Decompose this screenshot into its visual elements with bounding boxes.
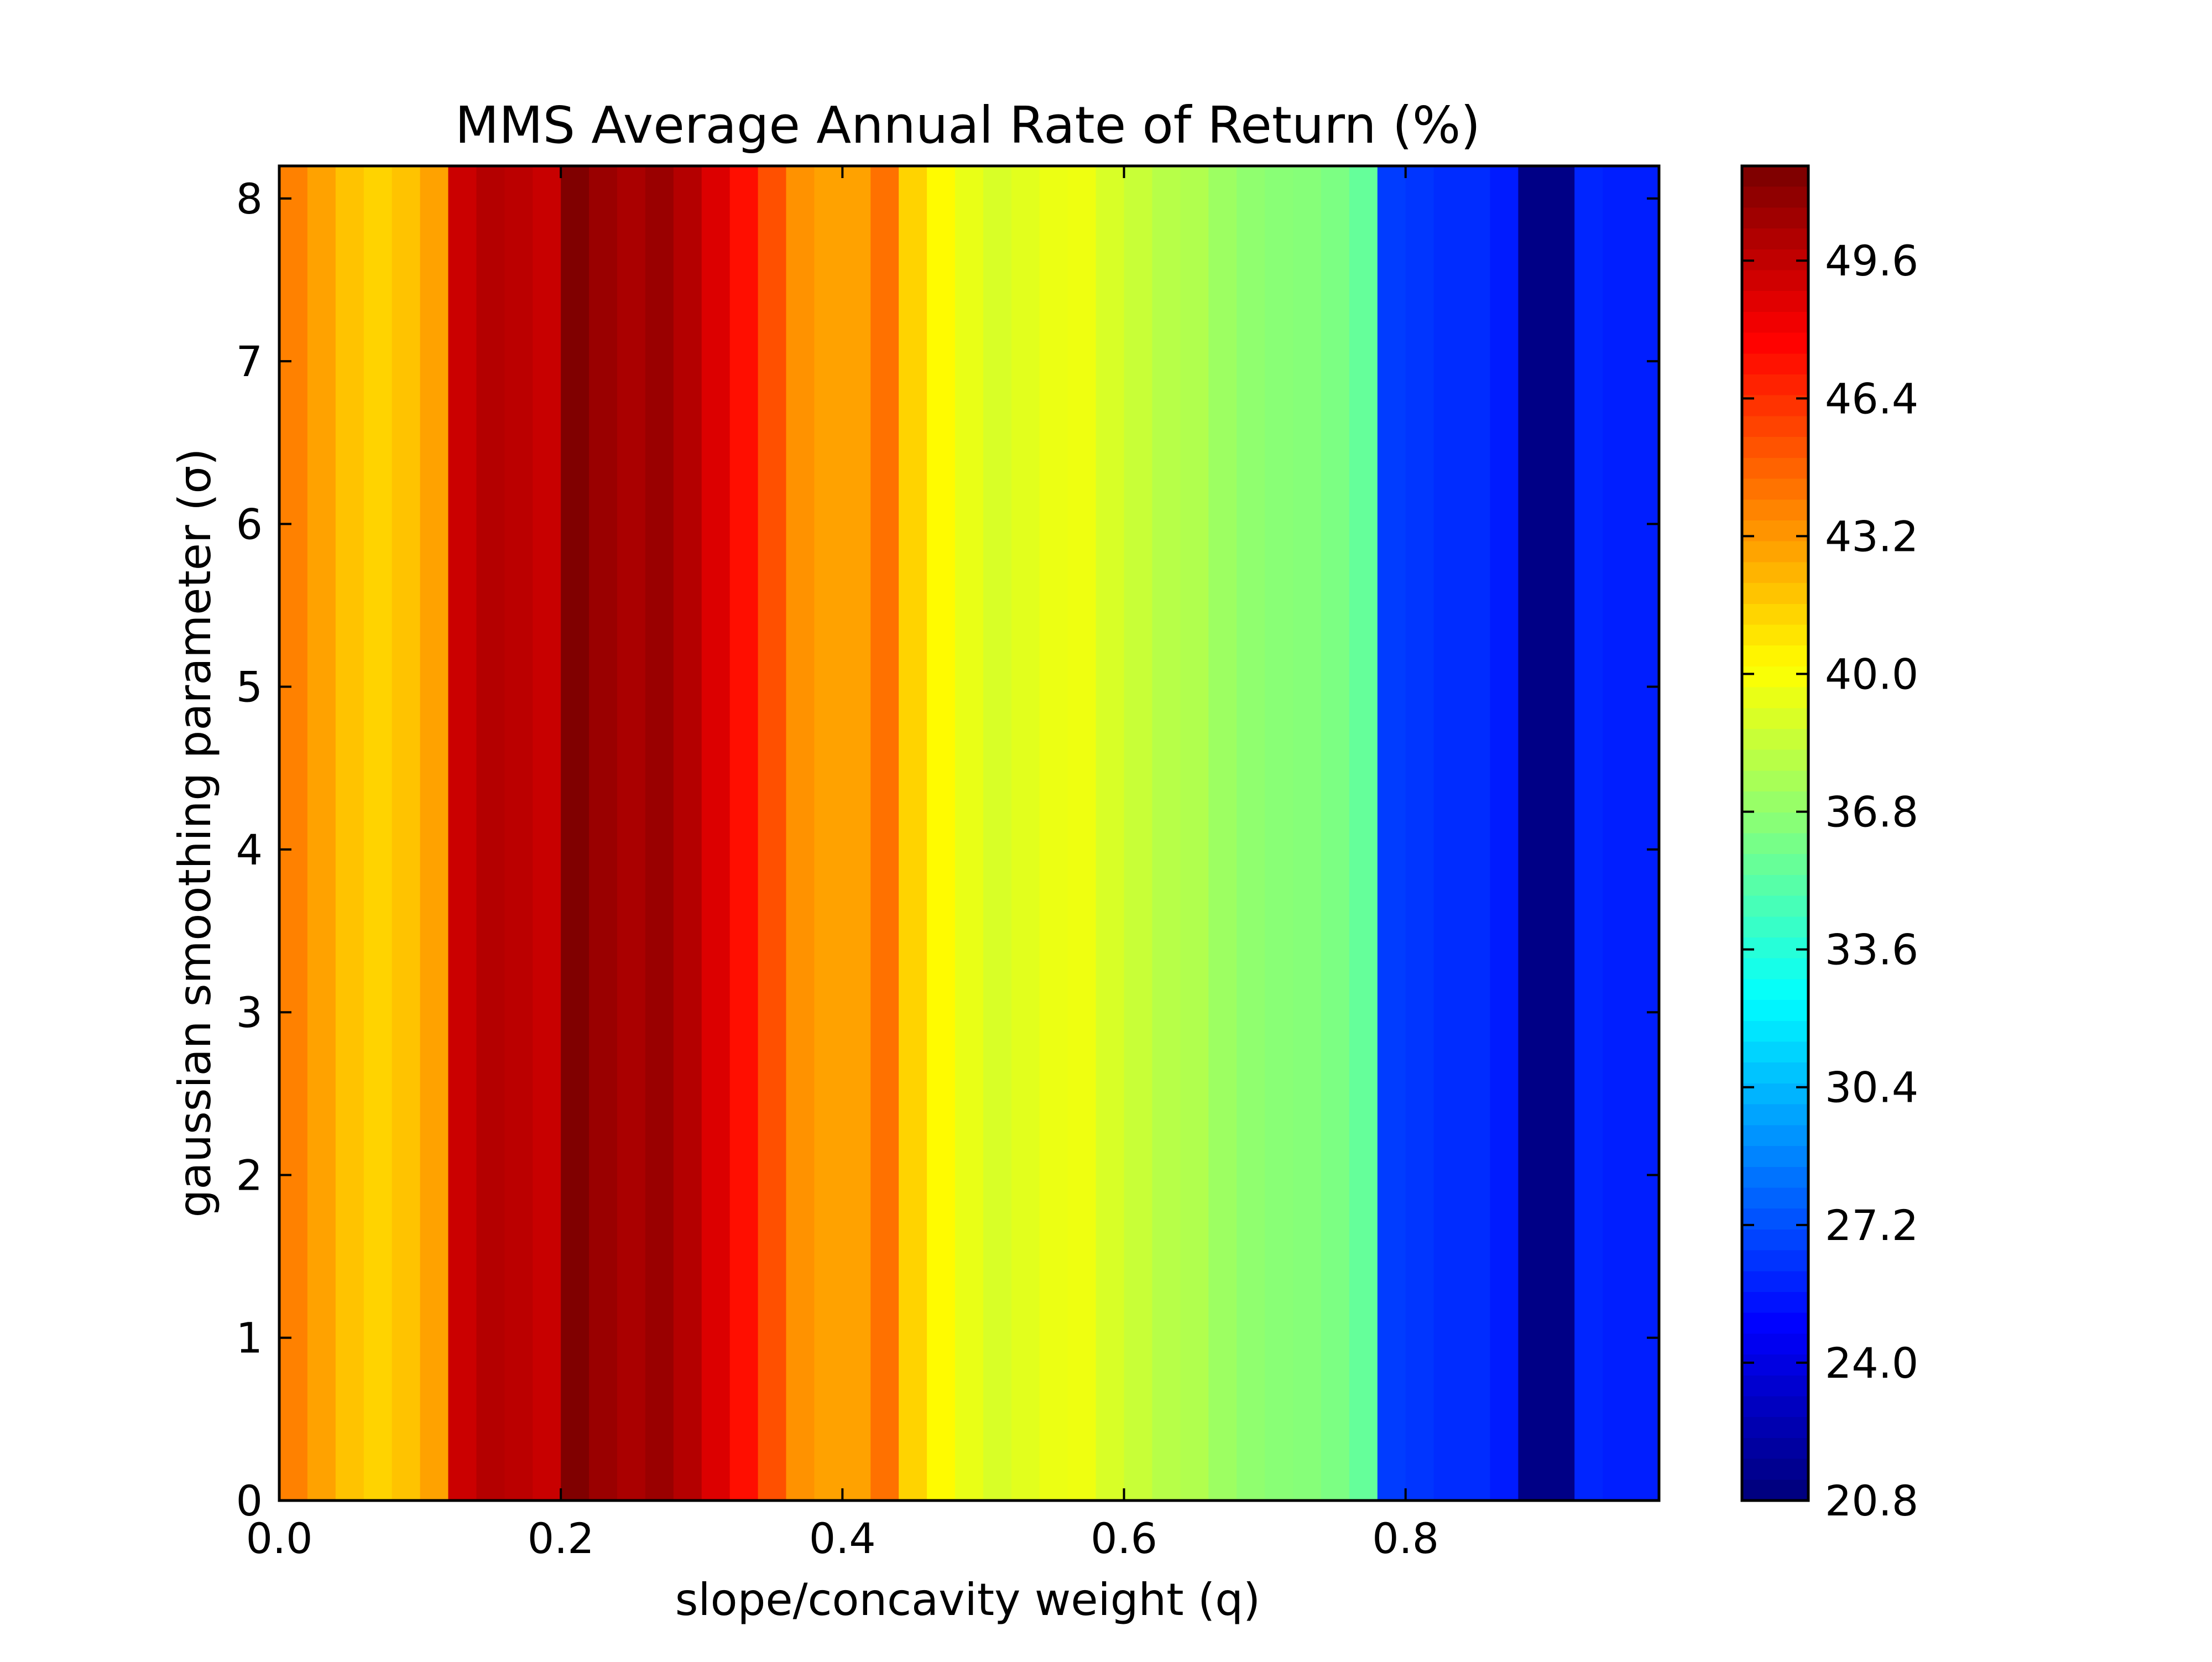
heatmap-cell — [561, 166, 590, 1501]
colorbar-tick-label: 24.0 — [1825, 1338, 1918, 1388]
colorbar-tick-label: 33.6 — [1825, 925, 1918, 975]
heatmap-cell — [729, 166, 759, 1501]
heatmap-cell — [533, 166, 562, 1501]
heatmap-cell — [814, 166, 843, 1501]
heatmap-cell — [617, 166, 646, 1501]
heatmap-cell — [1462, 166, 1491, 1501]
y-tick-label: 6 — [236, 499, 263, 549]
heatmap-cell — [1208, 166, 1238, 1501]
colorbar-tick-label: 20.8 — [1825, 1476, 1918, 1525]
heatmap-cell — [1237, 166, 1266, 1501]
heatmap-cell — [955, 166, 984, 1501]
heatmap-cell — [1293, 166, 1322, 1501]
heatmap-cell — [1095, 166, 1125, 1501]
heatmap-cell — [476, 166, 505, 1501]
colorbar — [1740, 164, 1810, 1502]
y-tick-label: 3 — [236, 988, 263, 1037]
heatmap-cell — [1574, 166, 1604, 1501]
heatmap-cell — [1546, 166, 1575, 1501]
x-axis-label: slope/concavity weight (q) — [675, 1574, 1261, 1625]
y-axis-label: gaussian smoothing parameter (σ) — [169, 449, 221, 1218]
colorbar-tick-label: 43.2 — [1825, 512, 1918, 561]
x-tick-label: 0.2 — [528, 1514, 594, 1563]
heatmap-cell — [1039, 166, 1068, 1501]
y-tick-label: 0 — [236, 1476, 263, 1525]
heatmap-cell — [1067, 166, 1097, 1501]
heatmap-cell — [1321, 166, 1350, 1501]
heatmap-cell — [1433, 166, 1463, 1501]
heatmap-cell — [673, 166, 702, 1501]
heatmap-cell — [1631, 166, 1659, 1501]
colorbar-ticks: 20.8 24.0 27.2 30.4 33.6 36.8 40.0 43.2 46.4 49.6 — [1742, 236, 1918, 1525]
heatmap-cell — [504, 166, 534, 1501]
colorbar-tick-label: 27.2 — [1825, 1201, 1918, 1250]
heatmap-cell — [842, 166, 872, 1501]
heatmap-cell — [1180, 166, 1209, 1501]
heatmap-cells — [279, 166, 1659, 1501]
heatmap-cell — [420, 166, 449, 1501]
heatmap-cell — [701, 166, 731, 1501]
colorbar-tick-label: 36.8 — [1825, 788, 1918, 837]
heatmap-cell — [786, 166, 815, 1501]
colorbar-tick-label: 30.4 — [1825, 1063, 1918, 1112]
heatmap-cell — [1152, 166, 1181, 1501]
heatmap-cell — [589, 166, 618, 1501]
y-axis: 0 1 2 3 4 5 6 7 8 — [236, 174, 1659, 1525]
heatmap-cell — [307, 166, 336, 1501]
heatmap-cell — [1011, 166, 1040, 1501]
heatmap-cell — [335, 166, 364, 1501]
heatmap-cell — [448, 166, 477, 1501]
heatmap-cell — [927, 166, 956, 1501]
heatmap-cell — [1405, 166, 1434, 1501]
y-tick-label: 5 — [236, 663, 263, 712]
heatmap-cell — [1377, 166, 1406, 1501]
heatmap-cell — [392, 166, 421, 1501]
heatmap-cell — [1265, 166, 1294, 1501]
y-tick-label: 2 — [236, 1150, 263, 1200]
x-tick-label: 0.4 — [809, 1514, 876, 1563]
heatmap-cell — [1603, 166, 1632, 1501]
heatmap-cell — [899, 166, 928, 1501]
y-tick-label: 8 — [236, 174, 263, 223]
heatmap-cell — [1124, 166, 1153, 1501]
x-tick-label: 0.8 — [1372, 1514, 1439, 1563]
heatmap-cell — [870, 166, 900, 1501]
y-tick-label: 4 — [236, 825, 263, 874]
y-tick-label: 1 — [236, 1314, 263, 1363]
x-tick-label: 0.0 — [246, 1514, 313, 1563]
heatmap-cell — [1490, 166, 1519, 1501]
y-tick-label: 7 — [236, 337, 263, 386]
colorbar-tick-label: 49.6 — [1825, 236, 1918, 285]
heatmap-cell — [363, 166, 393, 1501]
heatmap-cell — [1518, 166, 1547, 1501]
x-axis: 0.0 0.2 0.4 0.6 0.8 — [246, 166, 1439, 1563]
heatmap-cell — [983, 166, 1012, 1501]
chart-title: MMS Average Annual Rate of Return (%) — [455, 96, 1480, 155]
heatmap-cell — [279, 166, 308, 1501]
heatmap-cell — [1349, 166, 1378, 1501]
x-tick-label: 0.6 — [1091, 1514, 1157, 1563]
colorbar-tick-label: 46.4 — [1825, 374, 1918, 423]
heatmap-cell — [758, 166, 787, 1501]
plot-frame — [278, 164, 1661, 1502]
heatmap-cell — [645, 166, 674, 1501]
colorbar-tick-label: 40.0 — [1825, 649, 1918, 699]
